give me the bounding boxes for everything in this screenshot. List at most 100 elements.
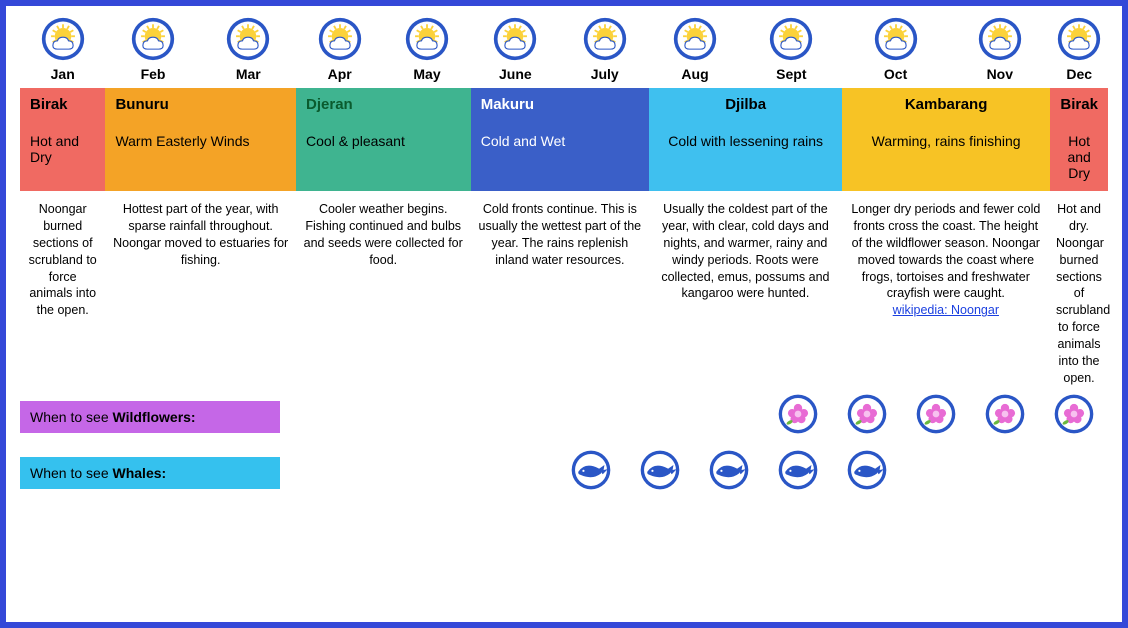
season-birak: Birak Hot and Dry bbox=[20, 88, 105, 191]
sighting-cell-june bbox=[625, 449, 694, 496]
season-name: Kambarang bbox=[852, 96, 1040, 113]
whale-icon bbox=[639, 449, 681, 491]
season-desc-birak: Hot and dry. Noongar burned sections of … bbox=[1050, 197, 1108, 389]
season-desc-text: Hot and dry. Noongar burned sections of … bbox=[1056, 202, 1110, 385]
season-name: Birak bbox=[30, 96, 95, 113]
season-desc-djilba: Usually the coldest part of the year, wi… bbox=[649, 197, 842, 389]
whale-icon bbox=[708, 449, 750, 491]
season-desc-text: Cooler weather begins. Fishing continued… bbox=[304, 202, 463, 267]
month-label: Nov bbox=[987, 66, 1013, 82]
month-nov: Nov bbox=[949, 16, 1050, 82]
sighting-cell-jan bbox=[280, 449, 349, 496]
whale-icon bbox=[846, 449, 888, 491]
wikipedia-link[interactable]: wikipedia: Noongar bbox=[893, 303, 999, 317]
season-name: Birak bbox=[1060, 96, 1098, 113]
season-weather: Hot and Dry bbox=[1060, 133, 1098, 181]
month-label: Jan bbox=[51, 66, 75, 82]
sighting-cell-july bbox=[694, 449, 763, 496]
season-weather: Warm Easterly Winds bbox=[115, 133, 286, 149]
season-djeran: Djeran Cool & pleasant bbox=[296, 88, 471, 191]
sighting-cell-aug bbox=[763, 449, 832, 496]
season-desc-makuru: Cold fronts continue. This is usually th… bbox=[471, 197, 650, 389]
month-mar: Mar bbox=[201, 16, 296, 82]
month-label: June bbox=[499, 66, 532, 82]
flower-icon bbox=[984, 393, 1026, 435]
sighting-cell-feb bbox=[349, 393, 418, 440]
month-label: Aug bbox=[681, 66, 708, 82]
flower-icon bbox=[777, 393, 819, 435]
month-jan: Jan bbox=[20, 16, 105, 82]
sighting-cell-jan bbox=[280, 393, 349, 440]
flower-icon bbox=[1053, 393, 1095, 435]
season-weather: Cold with lessening rains bbox=[659, 133, 832, 149]
month-label: July bbox=[591, 66, 619, 82]
sighting-cell-aug bbox=[763, 393, 832, 440]
season-bunuru: BunuruWarm Easterly Winds bbox=[105, 88, 296, 191]
month-label: Apr bbox=[328, 66, 352, 82]
season-desc-djeran: Cooler weather begins. Fishing continued… bbox=[296, 197, 471, 389]
sighting-grid bbox=[280, 393, 1108, 440]
sighting-cell-may bbox=[556, 449, 625, 496]
sighting-cell-oct bbox=[901, 449, 970, 496]
season-band: Birak Hot and Dry BunuruWarm Easterly Wind… bbox=[20, 88, 1108, 191]
flower-icon bbox=[915, 393, 957, 435]
season-kambarang: Kambarang Warming, rains finishing bbox=[842, 88, 1050, 191]
season-desc-birak: Noongar burned sections of scrubland to … bbox=[20, 197, 105, 389]
season-name: Makuru bbox=[481, 96, 640, 113]
season-weather: Hot and Dry bbox=[30, 133, 95, 165]
month-sept: Sept bbox=[741, 16, 842, 82]
season-djilba: Djilba Cold with lessening rains bbox=[649, 88, 842, 191]
sighting-cell-mar bbox=[418, 449, 487, 496]
sighting-cell-june bbox=[625, 393, 694, 440]
sighting-cell-dec bbox=[1039, 393, 1108, 440]
sighting-cell-feb bbox=[349, 449, 418, 496]
sighting-cell-apr bbox=[487, 449, 556, 496]
month-label: Mar bbox=[236, 66, 261, 82]
flower-icon bbox=[846, 393, 888, 435]
season-desc-text: Longer dry periods and fewer cold fronts… bbox=[851, 202, 1040, 300]
season-name: Djeran bbox=[306, 96, 461, 113]
calendar-frame: Jan Feb Mar Apr May bbox=[0, 0, 1128, 628]
season-desc-text: Hottest part of the year, with sparse ra… bbox=[113, 202, 288, 267]
season-descriptions-row: Noongar burned sections of scrubland to … bbox=[20, 197, 1108, 389]
season-name: Djilba bbox=[659, 96, 832, 113]
sighting-row-flower: When to see Wildflowers: bbox=[20, 389, 1108, 445]
sighting-label: When to see Wildflowers: bbox=[20, 401, 280, 433]
month-aug: Aug bbox=[649, 16, 740, 82]
season-desc-kambarang: Longer dry periods and fewer cold fronts… bbox=[842, 197, 1050, 389]
sightings-section: When to see Wildflowers: bbox=[20, 389, 1108, 501]
month-label: Sept bbox=[776, 66, 806, 82]
season-makuru: Makuru Cold and Wet bbox=[471, 88, 650, 191]
month-label: Dec bbox=[1066, 66, 1092, 82]
sighting-cell-sept bbox=[832, 449, 901, 496]
season-desc-bunuru: Hottest part of the year, with sparse ra… bbox=[105, 197, 296, 389]
month-label: Feb bbox=[141, 66, 166, 82]
sighting-cell-dec bbox=[1039, 449, 1108, 496]
season-desc-text: Usually the coldest part of the year, wi… bbox=[661, 202, 829, 300]
month-label: Oct bbox=[884, 66, 907, 82]
season-weather: Cool & pleasant bbox=[306, 133, 461, 149]
sighting-grid bbox=[280, 449, 1108, 496]
sighting-cell-nov bbox=[970, 449, 1039, 496]
sighting-cell-nov bbox=[970, 393, 1039, 440]
month-label: May bbox=[413, 66, 440, 82]
month-header-row: Jan Feb Mar Apr May bbox=[20, 16, 1108, 82]
month-july: July bbox=[560, 16, 649, 82]
season-weather: Warming, rains finishing bbox=[852, 133, 1040, 149]
sighting-cell-mar bbox=[418, 393, 487, 440]
whale-icon bbox=[777, 449, 819, 491]
sighting-cell-apr bbox=[487, 393, 556, 440]
sighting-cell-may bbox=[556, 393, 625, 440]
season-desc-text: Noongar burned sections of scrubland to … bbox=[29, 202, 97, 317]
sighting-label: When to see Whales: bbox=[20, 457, 280, 489]
month-may: May bbox=[383, 16, 470, 82]
month-apr: Apr bbox=[296, 16, 383, 82]
season-desc-text: Cold fronts continue. This is usually th… bbox=[479, 202, 642, 267]
month-dec: Dec bbox=[1050, 16, 1108, 82]
season-birak: Birak Hot and Dry bbox=[1050, 88, 1108, 191]
sighting-cell-july bbox=[694, 393, 763, 440]
season-weather: Cold and Wet bbox=[481, 133, 640, 149]
month-feb: Feb bbox=[105, 16, 200, 82]
month-oct: Oct bbox=[842, 16, 949, 82]
whale-icon bbox=[570, 449, 612, 491]
